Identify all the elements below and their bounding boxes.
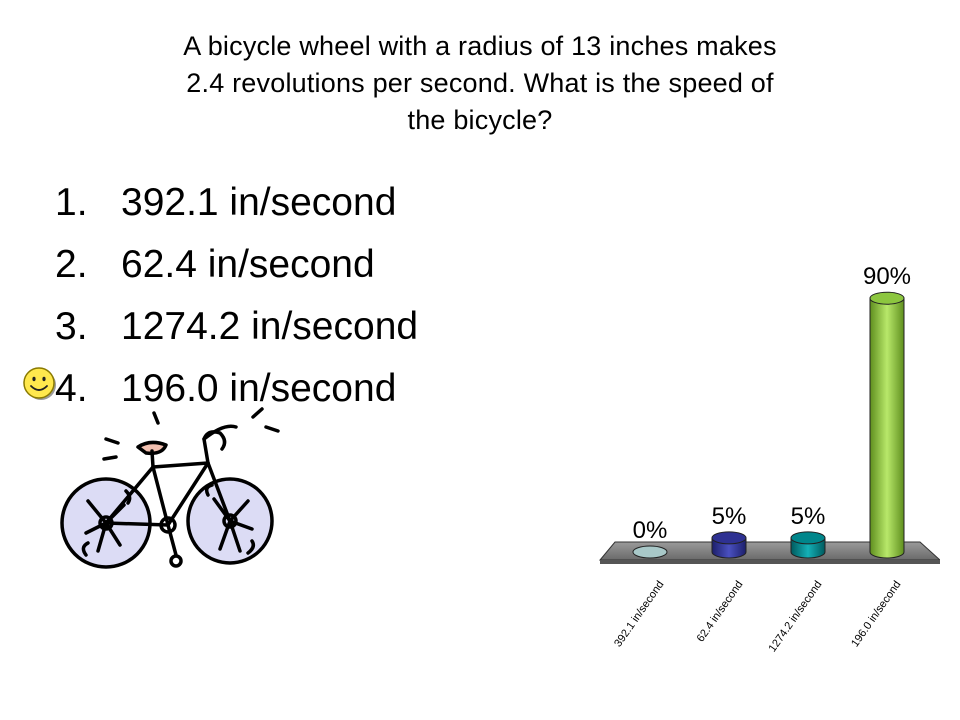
question-text: A bicycle wheel with a radius of 13 inch… (60, 28, 900, 139)
option-number: 2. (55, 243, 88, 286)
question-line-1: A bicycle wheel with a radius of 13 inch… (183, 31, 777, 61)
bicycle-icon (60, 407, 280, 569)
option-label: 392.1 in/second (121, 181, 397, 224)
answer-option-2[interactable]: 2. 62.4 in/second (55, 234, 418, 296)
x-tick-label: 1274.2 in/second (767, 579, 825, 655)
answer-options: 1. 392.1 in/second 2. 62.4 in/second 3. 127… (55, 172, 418, 420)
bar-value-label: 90% (863, 263, 911, 290)
option-number: 1. (55, 181, 88, 224)
x-tick-label: 196.0 in/second (849, 579, 903, 650)
answer-option-1[interactable]: 1. 392.1 in/second (55, 172, 418, 234)
x-tick-label: 392.1 in/second (612, 579, 666, 650)
response-bar-chart: 0% 5% 5% 90% 392.1 in/second 62.4 in/second 1… (598, 263, 940, 655)
smiley-face-icon (23, 367, 56, 400)
option-label: 62.4 in/second (121, 243, 375, 286)
answer-option-4[interactable]: 4. 196.0 in/second (55, 358, 418, 420)
question-line-2: 2.4 revolutions per second. What is the … (186, 68, 774, 98)
bar-4 (869, 291, 905, 559)
bar-2 (711, 531, 747, 559)
bar-value-label: 5% (791, 503, 826, 530)
bar-3 (790, 531, 826, 559)
bar-value-label: 5% (712, 503, 747, 530)
x-tick-label: 62.4 in/second (695, 579, 746, 645)
option-label: 196.0 in/second (121, 367, 397, 410)
option-number: 3. (55, 305, 88, 348)
answer-option-3[interactable]: 3. 1274.2 in/second (55, 296, 418, 358)
option-label: 1274.2 in/second (121, 305, 419, 348)
bar-value-label: 0% (633, 517, 668, 544)
chart-platform (598, 541, 940, 564)
question-line-3: the bicycle? (407, 105, 553, 135)
bar-1 (632, 545, 668, 559)
option-number: 4. (55, 367, 88, 410)
